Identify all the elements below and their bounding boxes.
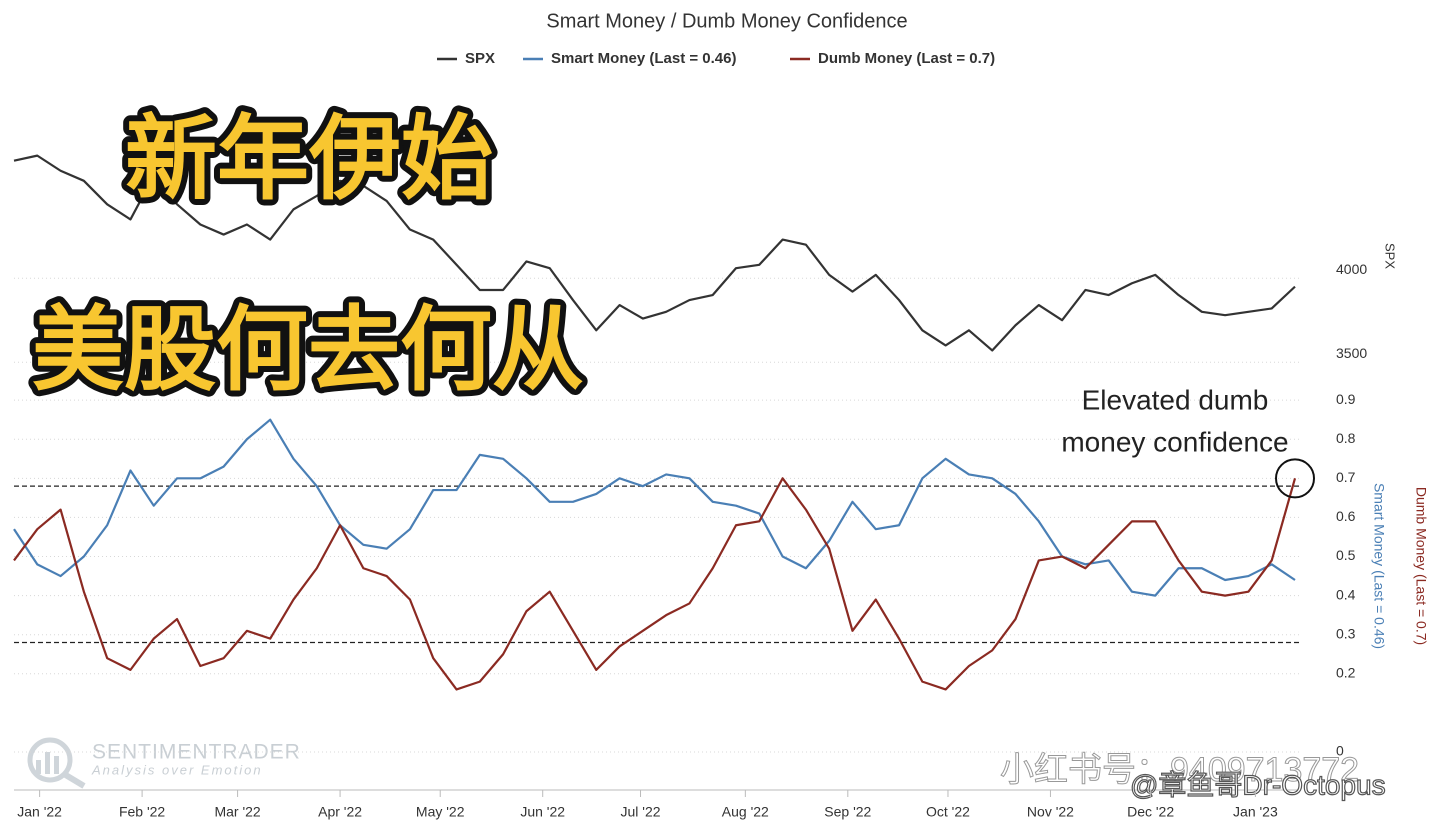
legend-label: Dumb Money (Last = 0.7) [818,50,995,67]
x-tick-label: Oct '22 [926,804,970,820]
watermark: Analysis over Emotion [91,762,263,777]
annotation: money confidence [1061,426,1288,457]
y-tick-label: 0.8 [1336,430,1356,446]
y-tick-label: 0.9 [1336,391,1356,407]
y-tick-label: 0.6 [1336,508,1356,524]
x-tick-label: Jan '22 [17,804,62,820]
x-tick-label: May '22 [416,804,465,820]
y-tick-label: 0.5 [1336,547,1356,563]
y-tick-label: 0 [1336,743,1344,759]
x-tick-label: Feb '22 [119,804,165,820]
y-tick-label: 0.3 [1336,625,1356,641]
x-tick-label: Mar '22 [214,804,260,820]
x-tick-label: Jul '22 [621,804,661,820]
y-tick-label: 4000 [1336,261,1367,277]
y-tick-label: 3500 [1336,345,1367,361]
y-tick-label: 0.2 [1336,665,1356,681]
x-tick-label: Dec '22 [1127,804,1174,820]
x-tick-label: Aug '22 [722,804,769,820]
x-tick-label: Sep '22 [824,804,871,820]
legend-label: SPX [465,50,495,67]
x-tick-label: Jan '23 [1233,804,1278,820]
annotation: Elevated dumb [1082,384,1269,415]
watermark: 小红书号：9409713772 [1000,751,1359,789]
y-axis-label: Smart Money (Last = 0.46) [1371,483,1387,649]
chart-title: Smart Money / Dumb Money Confidence [546,10,907,32]
watermark: SENTIMENTRADER [92,741,301,764]
sentimentrader-logo: SENTIMENTRADER Analysis over Emotion [27,737,301,789]
y-axis-label: SPX [1383,243,1398,269]
annotation-circle [1275,458,1315,499]
x-tick-label: Jun '22 [520,804,565,820]
watermark: @章鱼哥Dr-Octopus [1130,769,1386,800]
series-line [13,477,1297,691]
y-axis-label: Dumb Money (Last = 0.7) [1413,487,1429,645]
y-tick-label: 0.7 [1336,469,1356,485]
headline: 美股何去何从 [32,296,584,403]
series-line [13,154,1296,352]
legend-label: Smart Money (Last = 0.46) [551,50,736,67]
x-tick-label: Apr '22 [318,804,362,820]
series-line [13,418,1296,597]
y-tick-label: 0.4 [1336,586,1356,602]
x-tick-label: Nov '22 [1027,804,1074,820]
headline: 新年伊始 [125,105,493,212]
